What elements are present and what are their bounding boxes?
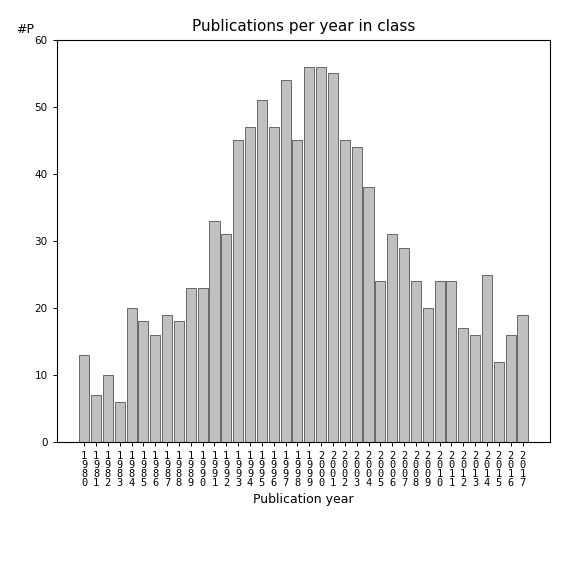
Bar xyxy=(363,187,374,442)
Bar xyxy=(115,402,125,442)
Bar xyxy=(209,221,219,442)
Bar xyxy=(304,66,314,442)
Bar xyxy=(91,395,101,442)
Bar xyxy=(352,147,362,442)
Bar xyxy=(316,66,326,442)
Bar xyxy=(518,315,527,442)
Bar xyxy=(494,362,504,442)
Bar xyxy=(375,281,386,442)
Bar xyxy=(126,308,137,442)
Bar xyxy=(399,248,409,442)
Bar xyxy=(245,127,255,442)
Bar xyxy=(340,141,350,442)
Bar xyxy=(482,274,492,442)
Bar xyxy=(293,141,302,442)
Bar xyxy=(458,328,468,442)
Title: Publications per year in class: Publications per year in class xyxy=(192,19,415,35)
Bar xyxy=(138,321,149,442)
Bar xyxy=(103,375,113,442)
Bar xyxy=(470,335,480,442)
Bar xyxy=(434,281,445,442)
Bar xyxy=(150,335,160,442)
X-axis label: Publication year: Publication year xyxy=(253,493,354,506)
Bar xyxy=(162,315,172,442)
Bar xyxy=(269,127,279,442)
Bar xyxy=(233,141,243,442)
Bar xyxy=(281,80,291,442)
Bar xyxy=(79,355,89,442)
Bar xyxy=(186,288,196,442)
Bar xyxy=(411,281,421,442)
Bar xyxy=(328,73,338,442)
Bar xyxy=(387,234,397,442)
Bar xyxy=(257,100,267,442)
Bar xyxy=(221,234,231,442)
Bar xyxy=(174,321,184,442)
Y-axis label: #P: #P xyxy=(16,23,33,36)
Bar xyxy=(506,335,516,442)
Bar xyxy=(446,281,456,442)
Bar xyxy=(423,308,433,442)
Bar xyxy=(198,288,208,442)
